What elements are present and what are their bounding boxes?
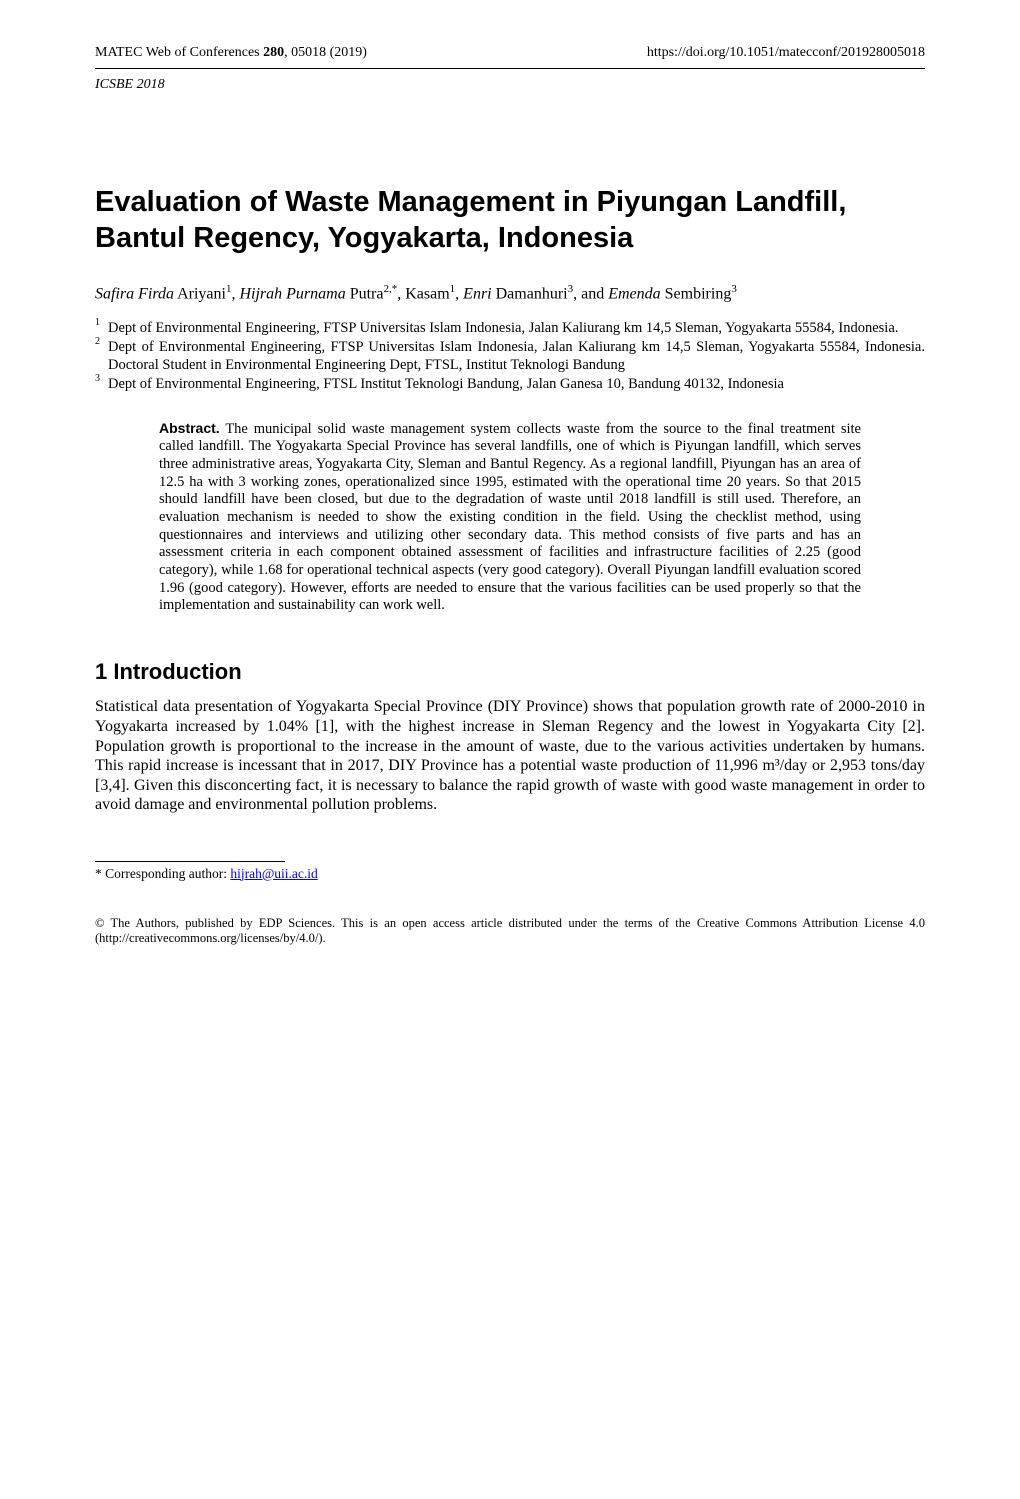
running-header: MATEC Web of Conferences 280, 05018 (201… bbox=[95, 45, 925, 69]
article-no-value: 05018 (2019) bbox=[291, 45, 367, 60]
paper-title: Evaluation of Waste Management in Piyung… bbox=[95, 184, 925, 257]
author-sup: 1 bbox=[226, 283, 232, 295]
affil-number: 2 bbox=[95, 336, 105, 372]
corresponding-author-footnote: * Corresponding author: hijrah@uii.ac.id bbox=[95, 866, 925, 882]
footnote-separator bbox=[95, 861, 285, 862]
abstract-text: The municipal solid waste management sys… bbox=[159, 421, 861, 614]
license-text: © The Authors, published by EDP Sciences… bbox=[95, 916, 925, 947]
author-last: Damanhuri bbox=[496, 285, 568, 302]
author-first: Safira Firda bbox=[95, 285, 174, 302]
affiliation-row: 2 Dept of Environmental Engineering, FTS… bbox=[95, 338, 925, 374]
author-line: Safira Firda Ariyani1, Hijrah Purnama Pu… bbox=[95, 282, 925, 305]
journal-name: MATEC Web of Conferences bbox=[95, 45, 260, 60]
author-sup: 1 bbox=[450, 283, 456, 295]
footnote-email-link[interactable]: hijrah@uii.ac.id bbox=[230, 866, 317, 881]
abstract-label: Abstract. bbox=[159, 420, 220, 436]
affil-text: Dept of Environmental Engineering, FTSP … bbox=[108, 319, 925, 337]
doi: https://doi.org/10.1051/matecconf/201928… bbox=[647, 45, 925, 62]
footnote-marker: * bbox=[95, 866, 102, 881]
section-heading-introduction: 1 Introduction bbox=[95, 659, 925, 685]
author-last: Ariyani bbox=[177, 285, 226, 302]
author-last: Sembiring bbox=[665, 285, 732, 302]
affil-number: 3 bbox=[95, 373, 105, 391]
affiliation-row: 3 Dept of Environmental Engineering, FTS… bbox=[95, 375, 925, 393]
conference-name: ICSBE 2018 bbox=[95, 77, 925, 94]
header-left: MATEC Web of Conferences 280, 05018 (201… bbox=[95, 45, 367, 62]
footnote-label: Corresponding author: bbox=[105, 866, 227, 881]
affil-text: Dept of Environmental Engineering, FTSP … bbox=[108, 338, 925, 374]
author-sup: 2,* bbox=[383, 283, 397, 295]
author-first: Enri bbox=[463, 285, 491, 302]
author-sup: 3 bbox=[731, 283, 737, 295]
author-first: Hijrah Purnama bbox=[239, 285, 345, 302]
author-last: Putra bbox=[350, 285, 384, 302]
intro-paragraph: Statistical data presentation of Yogyaka… bbox=[95, 697, 925, 814]
author-last: Kasam bbox=[405, 285, 449, 302]
affil-number: 1 bbox=[95, 317, 105, 335]
volume: 280 bbox=[263, 45, 284, 60]
abstract: Abstract. The municipal solid waste mana… bbox=[159, 420, 861, 616]
author-sup: 3 bbox=[568, 283, 574, 295]
affiliations: 1 Dept of Environmental Engineering, FTS… bbox=[95, 319, 925, 394]
author-first: Emenda bbox=[608, 285, 660, 302]
affil-text: Dept of Environmental Engineering, FTSL … bbox=[108, 375, 925, 393]
affiliation-row: 1 Dept of Environmental Engineering, FTS… bbox=[95, 319, 925, 337]
